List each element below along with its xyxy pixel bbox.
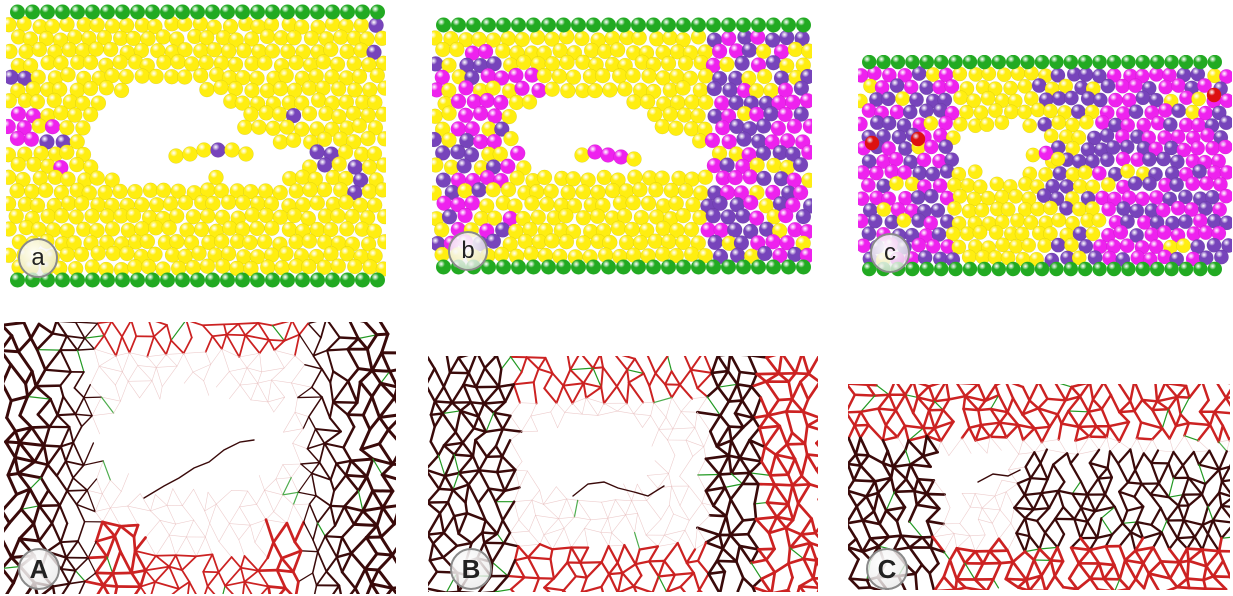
panel-label-a: a [18,238,58,278]
panel-label-C: C [866,548,908,590]
panel-label-b: b [448,231,488,271]
panel-label-A: A [18,548,60,590]
particle-panel-b: b [432,17,812,275]
panel-label-B: B [450,548,492,590]
network-panel-B: B [428,356,818,592]
bond-network-A-image [4,322,396,594]
particle-panel-a: a [6,4,386,288]
network-panel-A: A [4,322,396,594]
bond-network-B-image [428,356,818,592]
particle-snapshot-b-image [432,17,812,275]
network-panel-C: C [848,384,1230,590]
particle-snapshot-a-image [6,4,386,288]
panel-label-c: c [870,233,910,273]
particle-snapshot-c-image [858,55,1232,277]
particle-panel-c: c [858,55,1232,277]
